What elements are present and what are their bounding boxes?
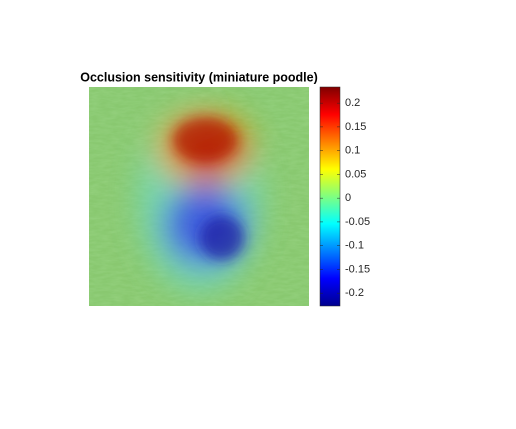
colorbar-tick-label: 0 [345,192,351,204]
chart-title: Occlusion sensitivity (miniature poodle) [80,70,318,84]
colorbar-tick-label: 0.2 [345,97,360,109]
colorbar-tick-label: -0.15 [345,263,370,275]
colorbar-tick-label: -0.2 [345,287,364,299]
colorbar-tick-label: 0.05 [345,168,366,180]
colorbar-tick-label: -0.05 [345,216,370,228]
image [89,87,309,306]
colorbar [319,86,341,307]
colorbar-tick-label: -0.1 [345,240,364,252]
colorbar-tick-label: 0.1 [345,145,360,157]
colorbar-tick-label: 0.15 [345,121,366,133]
